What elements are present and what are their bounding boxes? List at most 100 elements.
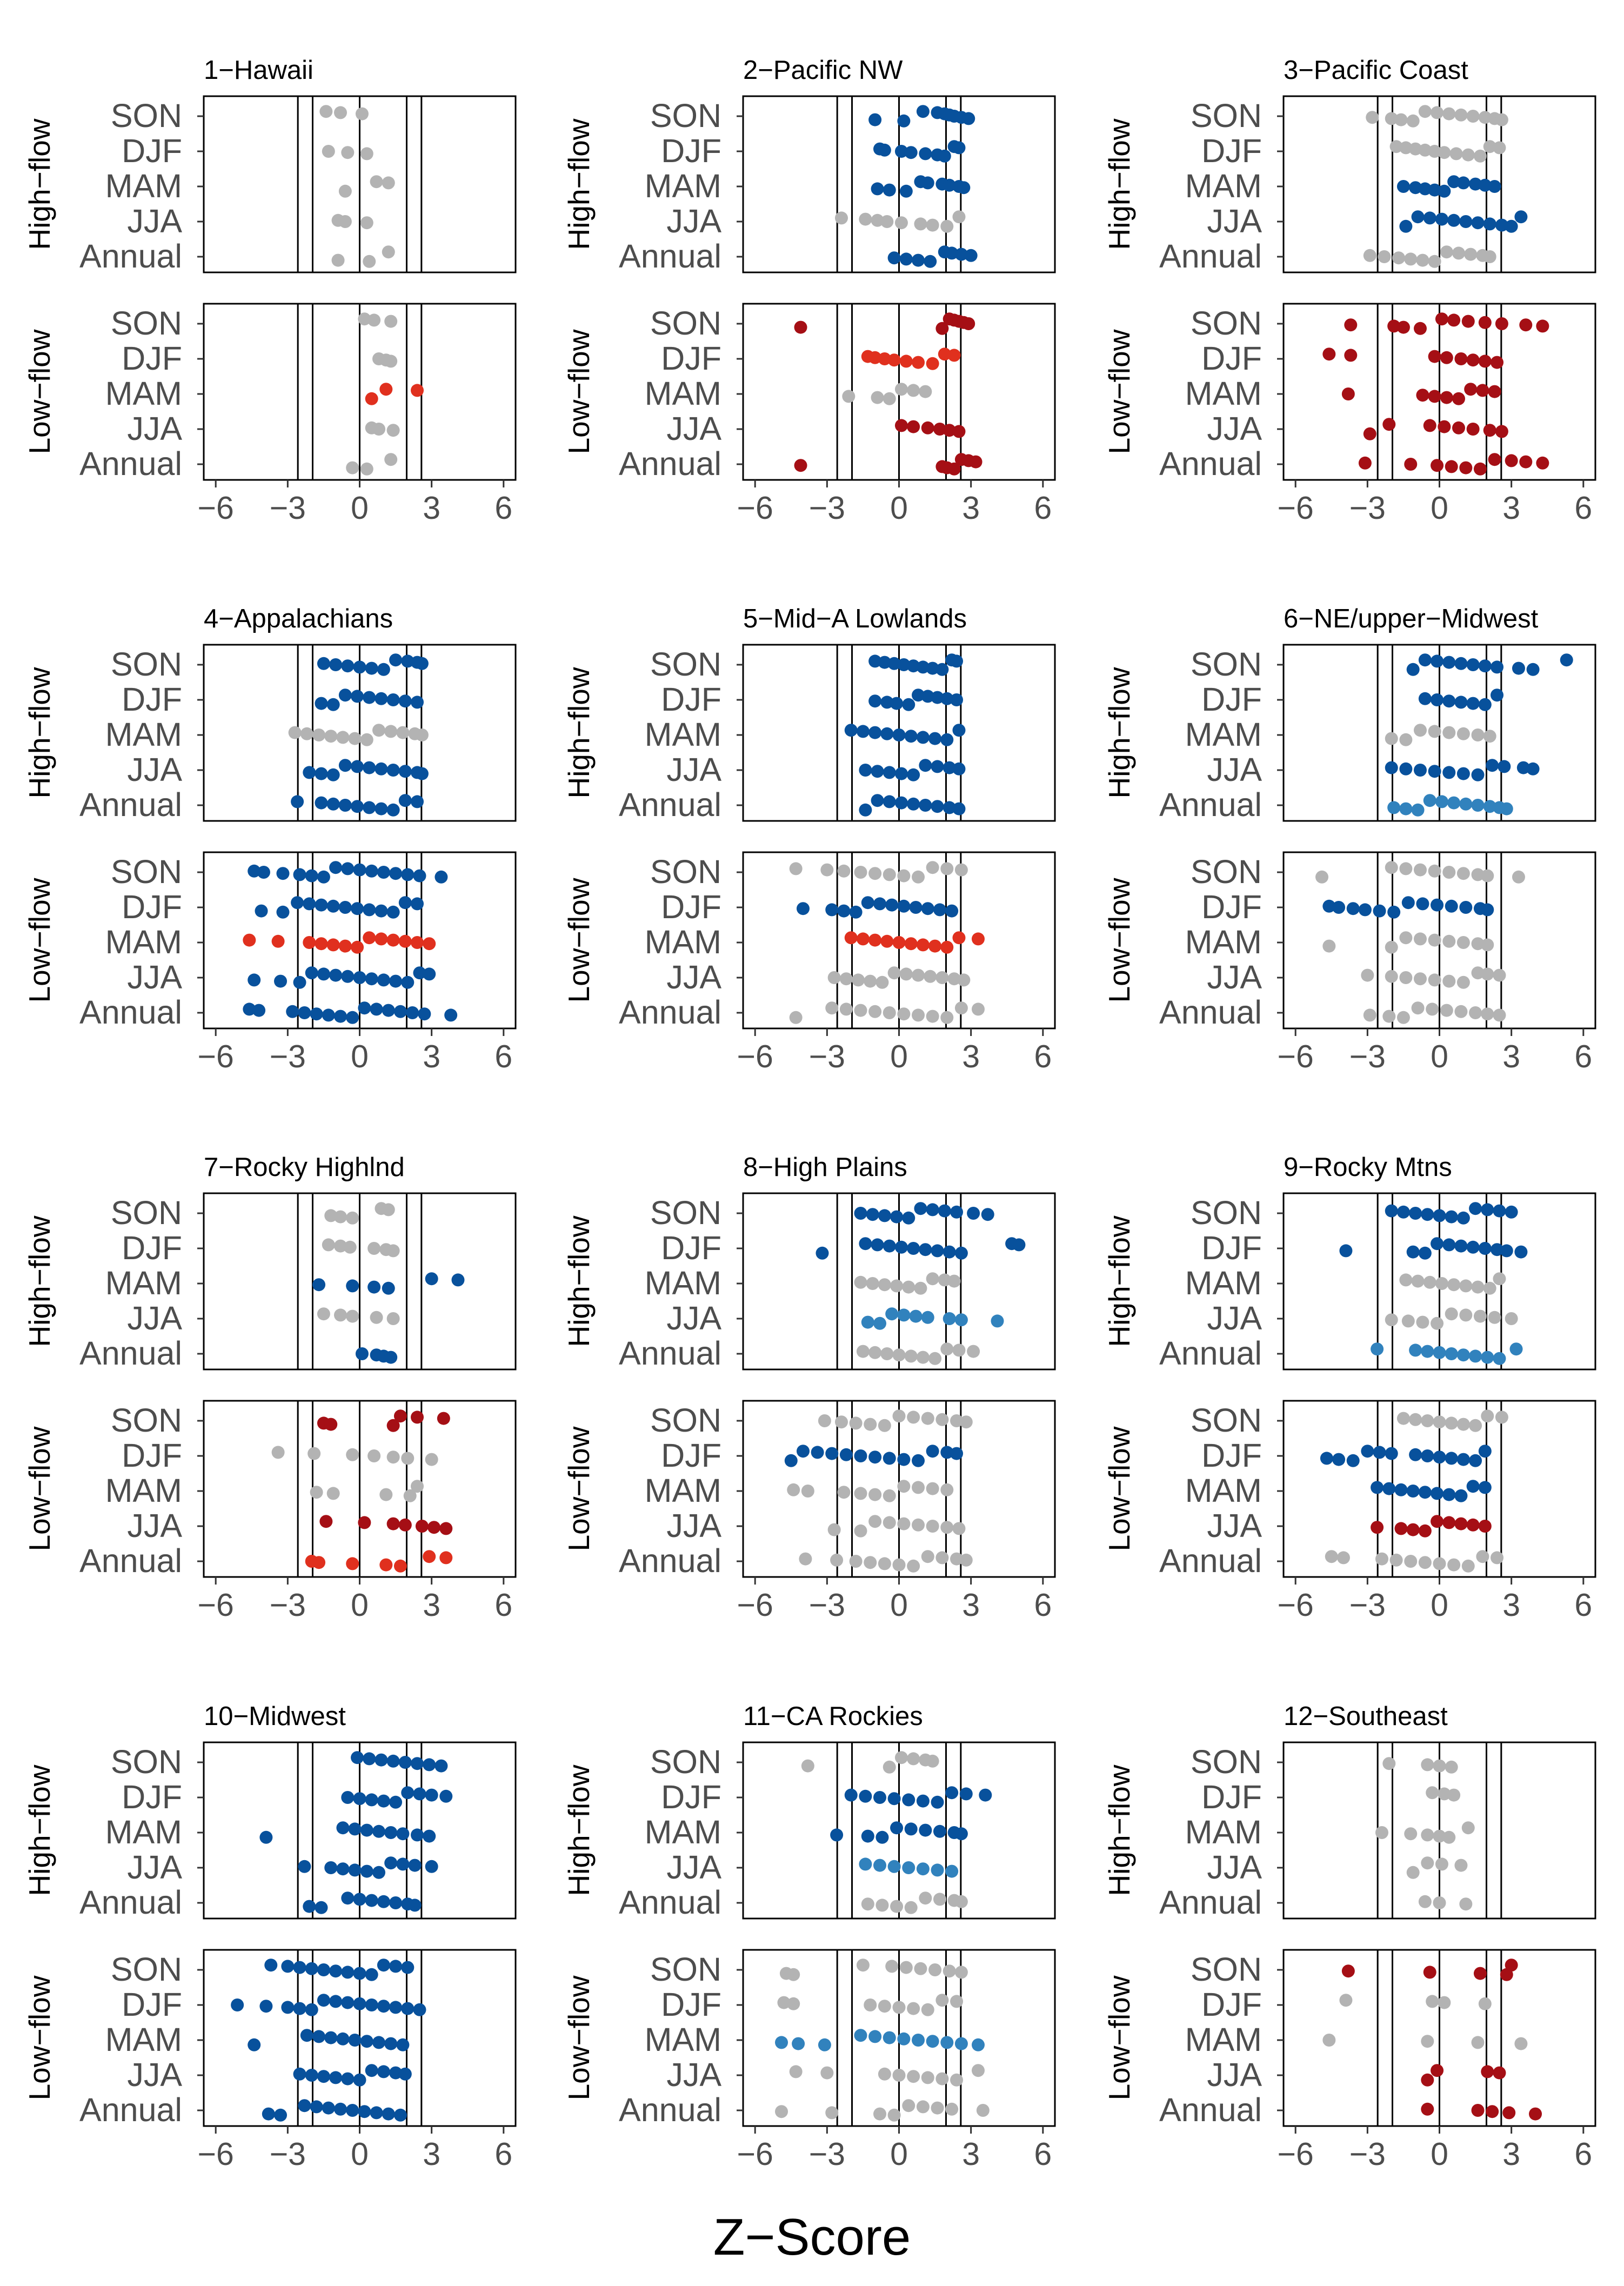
season-label-djf: DJF — [1201, 1779, 1262, 1815]
data-point — [1493, 1204, 1506, 1218]
data-point — [897, 1517, 911, 1530]
data-point — [866, 1208, 879, 1221]
data-point — [363, 691, 376, 704]
data-point — [878, 2000, 891, 2013]
data-point — [912, 689, 925, 702]
data-point — [945, 1864, 959, 1878]
season-label-mam: MAM — [105, 375, 182, 412]
data-point — [1481, 2065, 1494, 2078]
data-point — [1371, 1342, 1384, 1356]
season-label-jja: JJA — [666, 203, 721, 239]
data-point — [271, 934, 285, 948]
data-point — [1469, 1419, 1482, 1432]
data-point — [1445, 460, 1458, 473]
data-point — [861, 1829, 874, 1843]
data-point — [1473, 1309, 1487, 1323]
data-point — [1358, 456, 1372, 470]
data-point — [873, 1791, 886, 1804]
data-point — [837, 904, 851, 918]
data-point — [375, 932, 388, 946]
data-point — [1366, 111, 1379, 124]
data-point — [1433, 1209, 1446, 1222]
data-point — [372, 423, 386, 436]
data-point — [1385, 761, 1398, 774]
data-point — [856, 1959, 870, 1972]
data-point — [834, 211, 848, 225]
data-point — [341, 1891, 355, 1905]
data-point — [1339, 1994, 1353, 2007]
data-point — [854, 1524, 867, 1538]
data-point — [914, 1281, 927, 1295]
season-label-jja: JJA — [127, 1507, 182, 1544]
season-label-son: SON — [650, 1194, 721, 1231]
x-tick-label: 3 — [962, 2136, 980, 2172]
data-point — [943, 424, 956, 437]
data-point — [897, 2032, 911, 2046]
data-point — [367, 1449, 381, 1462]
data-point — [384, 1351, 398, 1364]
data-point — [894, 767, 908, 780]
region-panel-5-mid-a-lowlands: 5−Mid−A LowlandsSONDJFMAMJJAAnnualHigh−f… — [562, 604, 1056, 1074]
data-point — [1406, 1866, 1420, 1879]
data-point — [1322, 347, 1336, 361]
data-point — [1454, 1859, 1468, 1872]
data-point — [871, 182, 884, 196]
season-label-annual: Annual — [79, 1542, 182, 1579]
data-point — [243, 1002, 256, 1016]
data-point — [1498, 760, 1511, 773]
data-point — [1322, 2034, 1336, 2047]
data-point — [1399, 971, 1413, 984]
data-point — [317, 967, 330, 981]
data-point — [1440, 245, 1453, 259]
data-point — [322, 1008, 335, 1022]
data-point — [346, 1448, 359, 1461]
data-point — [943, 1245, 956, 1259]
data-point — [902, 1793, 915, 1807]
data-point — [1413, 863, 1427, 877]
data-point — [305, 966, 318, 980]
data-point — [274, 974, 288, 988]
data-point — [1315, 870, 1329, 884]
flow-type-label: Low−flow — [23, 1426, 56, 1551]
data-point — [386, 764, 400, 777]
data-point — [1454, 657, 1468, 670]
data-point — [926, 1445, 939, 1458]
data-point — [401, 2002, 415, 2015]
data-point — [938, 149, 951, 163]
data-point — [1483, 217, 1496, 231]
x-axis-title: Z−Score — [713, 2208, 911, 2266]
data-point — [1401, 1314, 1415, 1328]
data-point — [365, 864, 378, 878]
data-point — [887, 251, 901, 265]
data-point — [1471, 868, 1485, 881]
data-point — [873, 2107, 886, 2121]
data-point — [351, 800, 364, 813]
season-label-jja: JJA — [127, 1849, 182, 1886]
data-point — [921, 1311, 934, 1324]
data-point — [351, 690, 364, 703]
data-point — [377, 663, 390, 676]
data-point — [363, 931, 376, 945]
data-point — [945, 1786, 959, 1800]
x-tick-label: 6 — [494, 1039, 512, 1074]
data-point — [1435, 312, 1448, 326]
season-label-mam: MAM — [645, 924, 721, 960]
data-point — [1466, 1480, 1480, 1493]
data-point — [1481, 1203, 1494, 1216]
data-point — [1491, 660, 1504, 674]
data-point — [1423, 1275, 1436, 1289]
data-point — [1418, 1895, 1432, 1908]
data-point — [382, 1004, 395, 1017]
data-point — [1483, 730, 1496, 743]
season-label-mam: MAM — [105, 1814, 182, 1850]
data-point — [346, 461, 359, 474]
data-point — [1454, 352, 1468, 365]
data-point — [231, 1998, 244, 2011]
region-title: 12−Southeast — [1284, 1702, 1448, 1731]
data-point — [1456, 1348, 1470, 1362]
data-point — [1431, 459, 1444, 472]
data-point — [370, 1311, 383, 1324]
